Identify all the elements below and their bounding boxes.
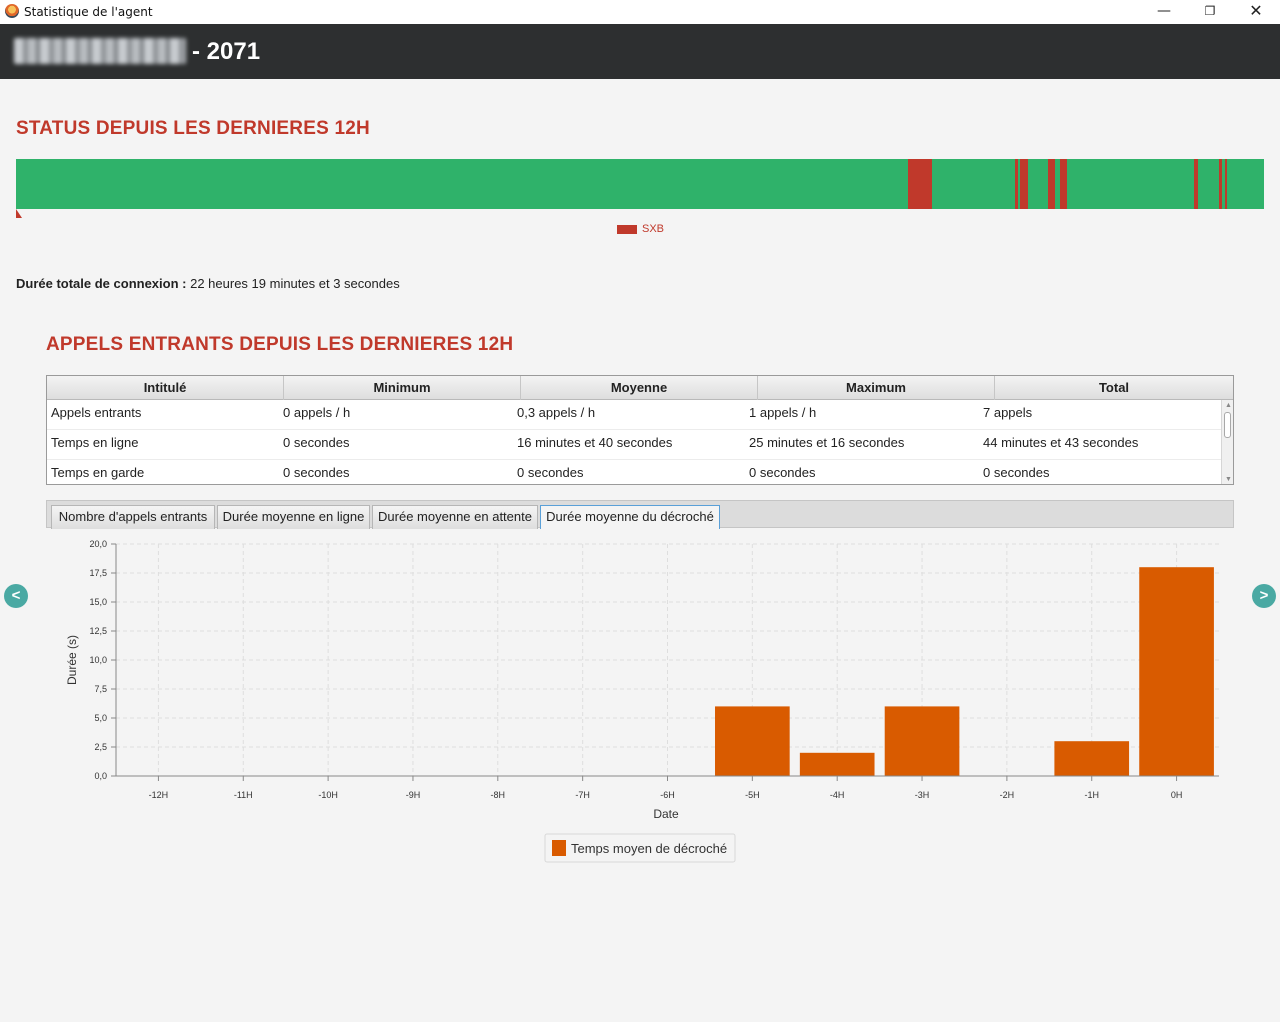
y-tick-label: 20,0 xyxy=(89,539,107,549)
table-cell: 7 appels xyxy=(983,405,1033,420)
scroll-thumb[interactable] xyxy=(1224,412,1231,438)
y-tick-label: 2,5 xyxy=(94,742,107,752)
x-tick-label: -2H xyxy=(1000,790,1015,800)
bar[interactable] xyxy=(1054,741,1130,776)
status-busy-segment xyxy=(1219,159,1222,209)
chart-bars xyxy=(715,567,1214,776)
x-tick-label: -9H xyxy=(406,790,421,800)
y-axis-label: Durée (s) xyxy=(65,635,79,685)
table-cell: 0 secondes xyxy=(283,465,350,480)
agent-id: - 2071 xyxy=(192,38,261,65)
status-timeline xyxy=(16,159,1264,209)
x-tick-label: -1H xyxy=(1084,790,1099,800)
table-cell: Temps en garde xyxy=(51,465,145,480)
legend-swatch-sxb xyxy=(617,224,637,234)
x-axis-label: Date xyxy=(653,807,679,821)
tab-duree-en-attente[interactable]: Durée moyenne en attente xyxy=(372,505,538,529)
table-cell: Temps en ligne xyxy=(51,435,139,450)
tab-duree-decroche[interactable]: Durée moyenne du décroché xyxy=(540,505,720,529)
calls-table: Intitulé Minimum Moyenne Maximum Total A… xyxy=(46,375,1234,485)
scroll-up-icon[interactable]: ▲ xyxy=(1225,402,1232,409)
x-tick-label: -12H xyxy=(149,790,169,800)
close-button[interactable]: ✕ xyxy=(1249,1,1263,20)
agent-header xyxy=(0,24,1280,79)
status-title: STATUS DEPUIS LES DERNIERES 12H xyxy=(16,118,370,139)
table-row[interactable]: Temps en garde 0 secondes 0 secondes 0 s… xyxy=(47,460,1221,484)
legend-label: Temps moyen de décroché xyxy=(571,841,727,856)
table-scrollbar[interactable]: ▲ ▼ xyxy=(1221,400,1233,484)
chart-legend: Temps moyen de décroché xyxy=(544,833,736,863)
y-tick-label: 5,0 xyxy=(94,713,107,723)
y-tick-label: 12,5 xyxy=(89,626,107,636)
x-tick-label: -10H xyxy=(318,790,338,800)
chart-tabs: Nombre d'appels entrants Durée moyenne e… xyxy=(46,500,1234,529)
status-busy-segment xyxy=(1059,159,1068,209)
column-header[interactable]: Intitulé xyxy=(47,376,284,400)
status-busy-segment xyxy=(1015,159,1019,209)
scroll-down-icon[interactable]: ▼ xyxy=(1225,476,1232,483)
table-cell: 0 secondes xyxy=(283,435,350,450)
x-tick-label: -8H xyxy=(491,790,506,800)
y-tick-label: 0,0 xyxy=(94,771,107,781)
previous-arrow-icon[interactable]: < xyxy=(4,584,28,608)
column-header[interactable]: Minimum xyxy=(284,376,521,400)
x-tick-label: -11H xyxy=(234,790,253,800)
x-tick-label: -3H xyxy=(915,790,930,800)
window-title-bar: Statistique de l'agent — ❐ ✕ xyxy=(0,0,1280,24)
bar[interactable] xyxy=(884,706,960,776)
connexion-label: Durée totale de connexion : xyxy=(16,276,187,291)
next-arrow-icon[interactable]: > xyxy=(1252,584,1276,608)
tab-nombre-appels[interactable]: Nombre d'appels entrants xyxy=(51,505,215,529)
status-busy-segment xyxy=(1194,159,1198,209)
x-tick-label: 0H xyxy=(1171,790,1183,800)
connexion-duration: Durée totale de connexion : 22 heures 19… xyxy=(16,276,400,291)
table-cell: 1 appels / h xyxy=(749,405,817,420)
app-icon xyxy=(5,4,19,18)
table-cell: 0 secondes xyxy=(749,465,816,480)
table-cell: 44 minutes et 43 secondes xyxy=(983,435,1139,450)
agent-name-blurred xyxy=(14,38,186,64)
window-title: Statistique de l'agent xyxy=(24,5,153,19)
chart-grid xyxy=(116,543,1219,777)
table-cell: Appels entrants xyxy=(51,405,142,420)
column-header[interactable]: Moyenne xyxy=(521,376,758,400)
table-cell: 16 minutes et 40 secondes xyxy=(517,435,673,450)
x-tick-label: -7H xyxy=(575,790,590,800)
table-header: Intitulé Minimum Moyenne Maximum Total xyxy=(47,376,1233,400)
legend-swatch xyxy=(552,840,566,856)
legend-label-sxb: SXB xyxy=(642,223,665,235)
calls-title: APPELS ENTRANTS DEPUIS LES DERNIERES 12H xyxy=(46,334,514,355)
x-tick-label: -5H xyxy=(745,790,760,800)
column-header[interactable]: Total xyxy=(1098,380,1130,395)
bar-chart: 0,0 2,5 5,0 7,5 10,0 12,5 15,0 17,5 20,0 -12H -11H… xyxy=(65,539,1219,863)
minimize-button[interactable]: — xyxy=(1157,3,1171,19)
y-tick-label: 10,0 xyxy=(89,655,107,665)
bar[interactable] xyxy=(1139,567,1214,776)
table-cell: 0 secondes xyxy=(983,465,1050,480)
x-tick-label: -6H xyxy=(660,790,675,800)
status-busy-segment xyxy=(1048,159,1055,209)
y-tick-label: 17,5 xyxy=(89,568,107,578)
table-cell: 25 minutes et 16 secondes xyxy=(749,435,905,450)
table-row[interactable]: Temps en ligne 0 secondes 16 minutes et … xyxy=(47,430,1221,460)
status-busy-segment xyxy=(907,159,933,209)
chart-axes: 0,0 2,5 5,0 7,5 10,0 12,5 15,0 17,5 20,0 -12H -11H… xyxy=(89,539,1219,800)
status-legend: SXB xyxy=(617,223,664,235)
tab-duree-en-ligne[interactable]: Durée moyenne en ligne xyxy=(217,505,370,529)
y-tick-label: 15,0 xyxy=(89,597,107,607)
x-tick-label: -4H xyxy=(830,790,845,800)
status-busy-segment xyxy=(1020,159,1028,209)
status-busy-segment xyxy=(1224,159,1228,209)
connexion-value: 22 heures 19 minutes et 3 secondes xyxy=(190,276,400,291)
table-row[interactable]: Appels entrants 0 appels / h 0,3 appels … xyxy=(47,400,1221,430)
table-cell: 0,3 appels / h xyxy=(517,405,596,420)
status-start-marker xyxy=(16,209,22,218)
column-header[interactable]: Maximum xyxy=(758,376,995,400)
bar[interactable] xyxy=(799,752,875,776)
table-cell: 0 appels / h xyxy=(283,405,351,420)
table-cell: 0 secondes xyxy=(517,465,584,480)
maximize-button[interactable]: ❐ xyxy=(1204,4,1216,18)
y-tick-label: 7,5 xyxy=(94,684,107,694)
bar[interactable] xyxy=(715,706,790,776)
